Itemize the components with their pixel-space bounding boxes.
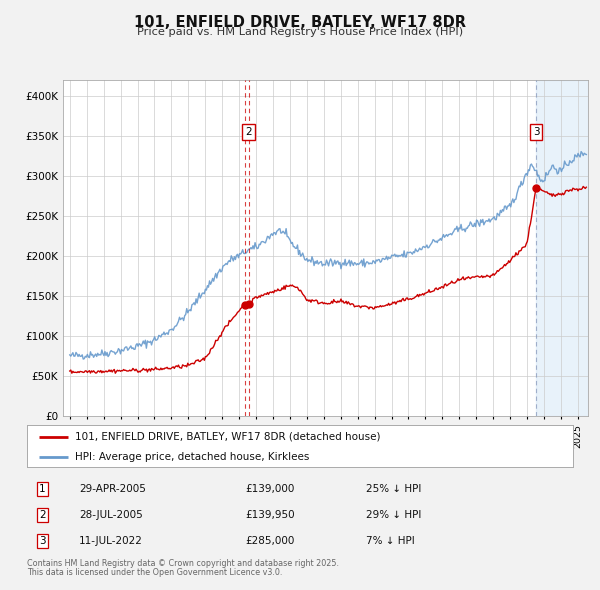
Text: Price paid vs. HM Land Registry's House Price Index (HPI): Price paid vs. HM Land Registry's House …	[137, 27, 463, 37]
Text: This data is licensed under the Open Government Licence v3.0.: This data is licensed under the Open Gov…	[27, 568, 283, 577]
Text: 101, ENFIELD DRIVE, BATLEY, WF17 8DR (detached house): 101, ENFIELD DRIVE, BATLEY, WF17 8DR (de…	[75, 432, 380, 442]
Bar	[536, 80, 588, 416]
Text: Contains HM Land Registry data © Crown copyright and database right 2025.: Contains HM Land Registry data © Crown c…	[27, 559, 339, 568]
Text: 2: 2	[39, 510, 46, 520]
Text: 11-JUL-2022: 11-JUL-2022	[79, 536, 143, 546]
Text: £285,000: £285,000	[245, 536, 295, 546]
Text: 3: 3	[39, 536, 46, 546]
Text: HPI: Average price, detached house, Kirklees: HPI: Average price, detached house, Kirk…	[75, 452, 310, 461]
Text: £139,950: £139,950	[245, 510, 295, 520]
Text: 2: 2	[245, 127, 252, 137]
Text: 25% ↓ HPI: 25% ↓ HPI	[365, 484, 421, 494]
Text: 1: 1	[39, 484, 46, 494]
Text: 28-JUL-2005: 28-JUL-2005	[79, 510, 143, 520]
Text: 101, ENFIELD DRIVE, BATLEY, WF17 8DR: 101, ENFIELD DRIVE, BATLEY, WF17 8DR	[134, 15, 466, 30]
Text: 29% ↓ HPI: 29% ↓ HPI	[365, 510, 421, 520]
Text: 29-APR-2005: 29-APR-2005	[79, 484, 146, 494]
Text: 7% ↓ HPI: 7% ↓ HPI	[365, 536, 414, 546]
Text: £139,000: £139,000	[245, 484, 295, 494]
Text: 3: 3	[533, 127, 539, 137]
